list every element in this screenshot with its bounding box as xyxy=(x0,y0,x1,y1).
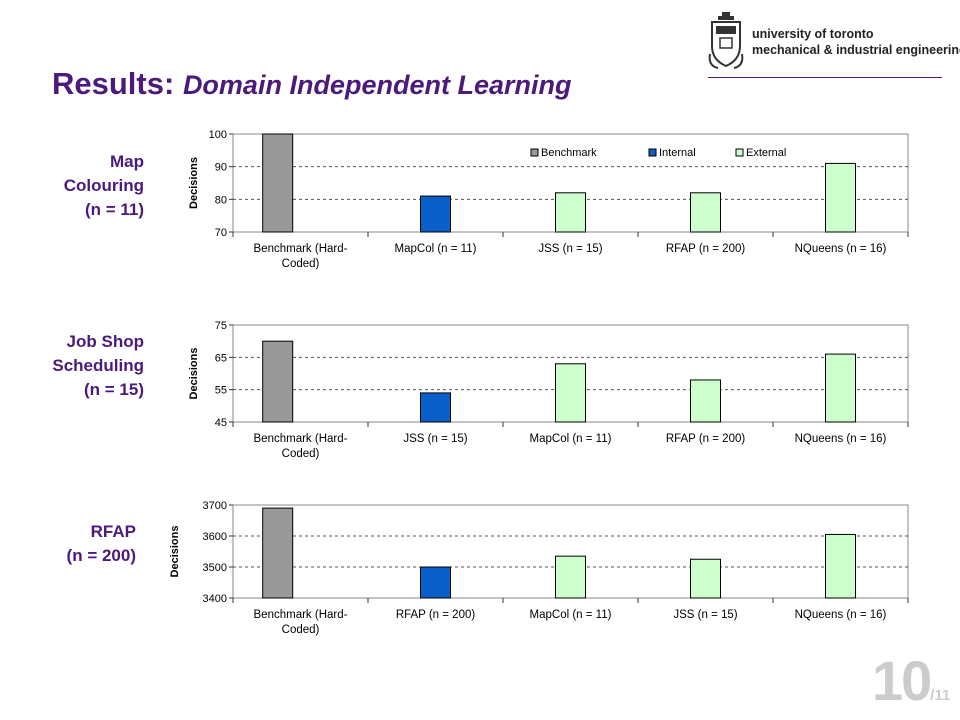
bar-benchmark xyxy=(262,340,294,423)
bar-internal xyxy=(420,392,451,423)
bar-external xyxy=(825,533,856,599)
x-tick-label-line: JSS (n = 15) xyxy=(538,243,602,255)
y-axis-title: Decisions xyxy=(188,157,200,209)
legend-swatch-internal xyxy=(648,148,657,157)
x-tick-label-line: JSS (n = 15) xyxy=(673,609,737,621)
x-tick-label: JSS (n = 15) xyxy=(673,609,737,621)
x-tick-label-line: RFAP (n = 200) xyxy=(396,609,476,621)
bar-internal xyxy=(420,195,451,233)
legend-label-internal: Internal xyxy=(659,147,696,159)
bar-external xyxy=(555,363,586,423)
x-tick-label-line: MapCol (n = 11) xyxy=(530,609,612,621)
y-tick-label: 80 xyxy=(215,194,227,206)
y-tick-label: 70 xyxy=(215,227,227,239)
page-current: 10 xyxy=(872,649,932,712)
x-tick-label-line: NQueens (n = 16) xyxy=(795,433,887,445)
legend-label-external: External xyxy=(746,147,786,159)
x-tick-label: NQueens (n = 16) xyxy=(795,243,887,255)
y-tick-label: 45 xyxy=(215,417,227,429)
x-tick-label-line: Benchmark (Hard- xyxy=(254,243,348,255)
legend-swatch-benchmark xyxy=(530,148,539,157)
x-tick-label-line: NQueens (n = 16) xyxy=(795,609,887,621)
x-tick-label-line: JSS (n = 15) xyxy=(403,433,467,445)
x-tick-label-line: MapCol (n = 11) xyxy=(530,433,612,445)
x-tick-label: MapCol (n = 11) xyxy=(530,433,612,445)
legend-swatch-external xyxy=(735,148,744,157)
x-tick-label: MapCol (n = 11) xyxy=(530,609,612,621)
bar-external xyxy=(690,558,721,599)
bar-benchmark xyxy=(262,133,294,233)
x-tick-label: RFAP (n = 200) xyxy=(666,433,746,445)
bar-external xyxy=(690,192,721,233)
logo-rule xyxy=(708,77,942,78)
y-tick-label: 3600 xyxy=(203,531,227,543)
bar-external xyxy=(555,192,586,233)
university-logo: university of toronto mechanical & indus… xyxy=(708,10,960,80)
bar-benchmark xyxy=(262,507,294,599)
x-tick-label-line: Coded) xyxy=(282,258,320,270)
x-tick-label: JSS (n = 15) xyxy=(403,433,467,445)
x-tick-label: RFAP (n = 200) xyxy=(666,243,746,255)
x-tick-label: NQueens (n = 16) xyxy=(795,433,887,445)
x-tick-label-line: RFAP (n = 200) xyxy=(666,433,746,445)
slide-title: Results: Domain Independent Learning xyxy=(52,66,571,102)
y-tick-label: 75 xyxy=(215,320,227,332)
x-tick-label-line: Benchmark (Hard- xyxy=(254,609,348,621)
title-sub: Domain Independent Learning xyxy=(182,70,572,100)
bar-external xyxy=(825,353,856,423)
legend-label-benchmark: Benchmark xyxy=(541,147,597,159)
crest-icon xyxy=(708,12,744,69)
x-tick-label: Benchmark (Hard- Coded) xyxy=(254,243,348,270)
title-main: Results: xyxy=(52,66,175,101)
x-tick-label: RFAP (n = 200) xyxy=(396,609,476,621)
y-axis-title: Decisions xyxy=(169,526,181,578)
x-tick-label-line: Benchmark (Hard- xyxy=(254,433,348,445)
x-tick-label: Benchmark (Hard- Coded) xyxy=(254,433,348,460)
chart2-side-label: Job Shop Scheduling (n = 15) xyxy=(52,332,144,399)
bar-external xyxy=(690,379,721,423)
chart3-side-label: RFAP (n = 200) xyxy=(66,522,136,565)
x-tick-label-line: NQueens (n = 16) xyxy=(795,243,887,255)
x-tick-label: JSS (n = 15) xyxy=(538,243,602,255)
x-tick-label-line: MapCol (n = 11) xyxy=(395,243,477,255)
x-tick-label-line: Coded) xyxy=(282,448,320,460)
logo-line1: university of toronto xyxy=(752,27,874,41)
x-tick-label: NQueens (n = 16) xyxy=(795,609,887,621)
y-tick-label: 3500 xyxy=(203,562,227,574)
y-tick-label: 100 xyxy=(209,129,227,141)
x-tick-label-line: RFAP (n = 200) xyxy=(666,243,746,255)
y-tick-label: 3700 xyxy=(203,500,227,512)
bar-external xyxy=(825,162,856,233)
page-total: /11 xyxy=(930,687,951,704)
page-number: 10/11 xyxy=(872,648,950,713)
x-tick-label: Benchmark (Hard- Coded) xyxy=(254,609,348,636)
x-tick-label: MapCol (n = 11) xyxy=(395,243,477,255)
chart1-side-label: Map Colouring (n = 11) xyxy=(63,152,144,219)
logo-line2: mechanical & industrial engineering xyxy=(752,43,960,57)
bar-external xyxy=(555,555,586,599)
x-tick-label-line: Coded) xyxy=(282,624,320,636)
y-tick-label: 90 xyxy=(215,162,227,174)
y-tick-label: 3400 xyxy=(203,593,227,605)
y-axis-title: Decisions xyxy=(188,348,200,400)
bar-internal xyxy=(420,566,451,599)
y-tick-label: 65 xyxy=(215,352,227,364)
y-tick-label: 55 xyxy=(215,385,227,397)
